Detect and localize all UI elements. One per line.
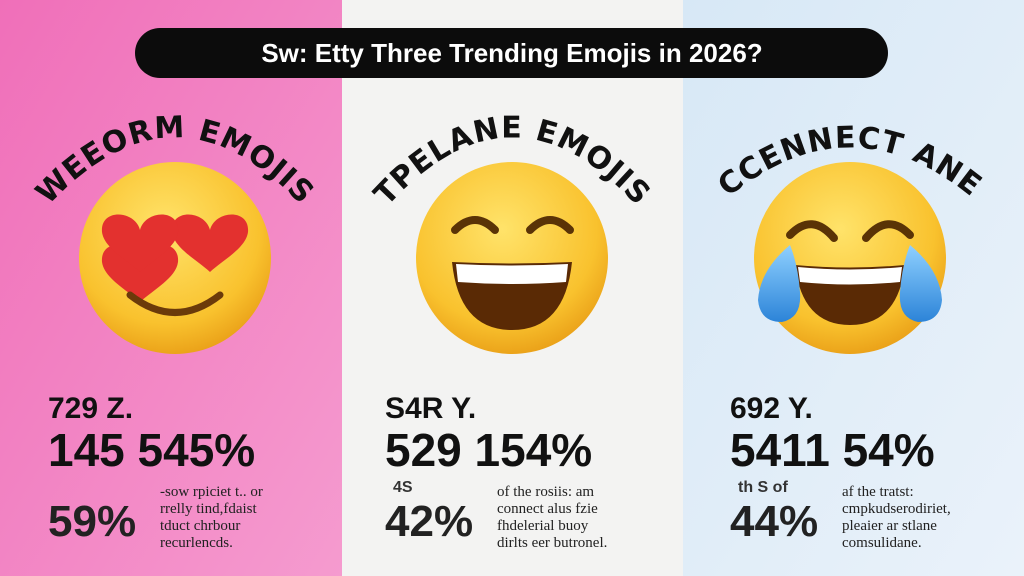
percent: 42% (385, 497, 473, 546)
title: Sw: Etty Three Trending Emojis in 2026? (261, 38, 762, 68)
emoji-tears-of-joy (754, 162, 946, 354)
percent-note: th S of (738, 479, 788, 496)
description-line: of the rosiis: am (497, 484, 594, 500)
description-line: fhdelerial buoy (497, 518, 589, 534)
description-line: pleaier ar stlane (842, 518, 937, 534)
stat-small: 729 Z. (48, 392, 133, 425)
title-bar (135, 28, 888, 78)
description-line: rrelly tind,fdaist (160, 501, 257, 517)
description-line: connect alus fzie (497, 501, 598, 517)
percent-note: 4S (393, 479, 413, 496)
emoji-heart-eyes (79, 162, 271, 354)
emoji-grin (416, 162, 608, 354)
stat-small: S4R Y. (385, 392, 476, 425)
description-line: recurlencds. (160, 535, 233, 551)
percent: 44% (730, 497, 818, 546)
stat-small: 692 Y. (730, 392, 813, 425)
description-line: dirlts eer butronel. (497, 535, 607, 551)
description-line: tduct chrbour (160, 518, 240, 534)
description-line: cmpkudserodiriet, (842, 501, 951, 517)
description-line: -sow rpiciet t.. or (160, 484, 263, 500)
description-line: af the tratst: (842, 484, 914, 500)
stat-large: 529 154% (385, 424, 592, 476)
stat-large: 5411 54% (730, 424, 935, 476)
percent: 59% (48, 497, 136, 546)
stat-large: 145 545% (48, 424, 255, 476)
description-line: comsulidane. (842, 535, 922, 551)
